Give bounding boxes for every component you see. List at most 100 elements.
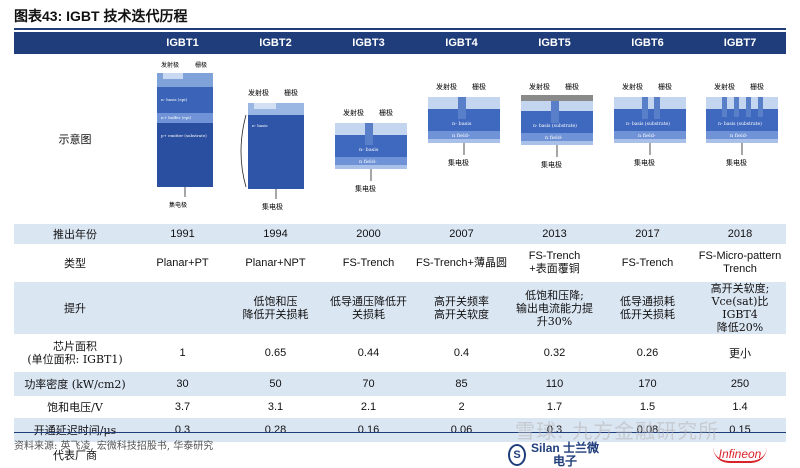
cell: 0.65 [264,346,287,359]
collector-label: 集电极 [169,201,187,209]
source-note: 资料来源: 英飞凌, 宏微科技招股书, 华泰研究 [14,441,214,452]
cell: 50 [229,372,322,396]
collector-label: 集电极 [355,184,376,193]
cell: FS-Micro-pattern Trench [698,250,782,275]
collector-label: 集电极 [634,158,655,167]
cell: 0.3 [136,418,229,442]
watermark: 雪球: 九方金融研究所 [515,419,720,443]
emitter-label: 发射极 [714,82,735,91]
cell: 0.3 [508,418,601,442]
collector-label: 集电极 [541,160,562,169]
diagram-igbt5: 发射极 栅极 n- basis (substrate) n field- 集电极 [508,54,601,224]
cell: S Silan 士兰微电子 [508,442,601,468]
cell: 0.4 [453,346,470,359]
row-improvement: 提升 低饱和压 降低开关损耗 低导通压降低开 关损耗 高开关频率 高开关软度 低饱和压… [14,282,786,334]
gate-label: 栅极 [472,82,486,91]
substrate-label: n- basis (substrate) [718,120,762,127]
cell: 2017 [601,224,694,244]
cell: 更小 [729,346,751,360]
gate-label: 栅极 [284,88,298,97]
cell: 85 [415,372,508,396]
nfield-label: n field- [545,135,563,141]
header-igbt7: IGBT7 [694,32,786,54]
row-power-density: 功率密度 (kW/cm2) 30 50 70 85 110 170 250 [14,372,786,396]
cell: 250 [694,372,786,396]
cell: 1.5 [639,400,656,413]
nbuffer-label: n+ buffer (epi) [161,115,191,120]
cell [601,442,694,468]
cell: Planar+NPT [245,256,306,269]
cell: 3.7 [174,400,191,413]
cell: 2000 [322,224,415,244]
cell: 0.06 [415,418,508,442]
cell: 低饱和压 降低开关损耗 [229,282,322,334]
diagram-igbt6: 发射极 栅极 n- basis (substrate) n field- 集电极 [601,54,694,224]
nfield-label: n field- [359,159,377,165]
header-igbt4: IGBT4 [415,32,508,54]
infineon-logo: Infineon [712,447,768,463]
cell: 2007 [415,224,508,244]
row-saturation-voltage: 饱和电压/V 3.7 3.1 2.1 2 1.7 1.5 1.4 [14,396,786,418]
cell: 1 [179,346,186,359]
cell: 1.7 [546,400,563,413]
cell: 0.44 [357,346,380,359]
substrate-label: n- basis (substrate) [626,120,670,127]
cell [136,282,229,334]
nfield-label: n field- [638,133,656,139]
cell: 110 [508,372,601,396]
cell: 70 [322,372,415,396]
cell: 低饱和压降; 输出电流能力提 升30% [508,282,601,334]
title-rule [14,28,786,30]
cell [229,442,322,468]
cell: 1994 [229,224,322,244]
header-igbt1: IGBT1 [136,32,229,54]
row-label: 芯片面积 (单位面积: IGBT1) [27,340,123,366]
gate-label: 栅极 [658,82,672,91]
gate-label: 栅极 [379,108,393,117]
diagram-row-label: 示意图 [58,132,92,146]
cell [415,442,508,468]
emitter-label: 发射极 [622,82,643,91]
row-label: 功率密度 (kW/cm2) [14,372,136,396]
substrate-label: n- basis (substrate) [533,122,577,129]
bottom-rule [14,432,786,433]
nfield-label: n field- [452,133,470,139]
row-type: 类型 Planar+PT Planar+NPT FS-Trench FS-Tre… [14,244,786,282]
silan-logo: S Silan 士兰微电子 [508,442,601,468]
cell: FS-Trench [342,256,395,269]
cell: FS-Trench +表面覆铜 [528,250,581,275]
cell: 1.4 [732,400,748,413]
diagram-igbt2: 发射极 栅极 n- basis 集电极 [229,54,322,224]
cell: 2013 [508,224,601,244]
collector-label: 集电极 [726,158,747,167]
cell: 低导通压降低开 关损耗 [322,282,415,334]
header-igbt6: IGBT6 [601,32,694,54]
nbasis-label: n- basis [452,121,472,127]
cell: 0.26 [636,346,659,359]
collector-label: 集电极 [448,158,469,167]
header-igbt3: IGBT3 [322,32,415,54]
header-row: IGBT1 IGBT2 IGBT3 IGBT4 IGBT5 IGBT6 IGBT… [14,32,786,54]
cell: 30 [136,372,229,396]
cell: 2 [458,400,465,413]
nbasis-epi-label: n- basis (epi) [161,97,188,102]
header-blank [14,32,136,54]
emitter-label: 发射极 [161,61,179,69]
cell: Infineon [694,442,786,468]
cell: 0.16 [322,418,415,442]
gate-label: 栅极 [750,82,764,91]
diagram-igbt3: 发射极 栅极 n- basis n field- 集电极 [322,54,415,224]
figure-title: 图表43: IGBT 技术迭代历程 [14,8,188,24]
pemitter-label: p+ emitter (substrate) [161,133,207,138]
diagram-igbt1: 发射极 栅极 n- basis (epi) n+ buffer (epi) p+… [136,54,229,224]
cell: 3.1 [267,400,284,413]
cell: 2018 [694,224,786,244]
cell: 2.1 [360,400,377,413]
emitter-label: 发射极 [343,108,364,117]
row-label: 饱和电压/V [47,400,103,414]
diagram-igbt4: 发射极 栅极 n- basis n field- 集电极 [415,54,508,224]
row-label: 类型 [64,256,86,270]
row-label: 推出年份 [14,224,136,244]
collector-label: 集电极 [262,202,283,211]
emitter-label: 发射极 [436,82,457,91]
